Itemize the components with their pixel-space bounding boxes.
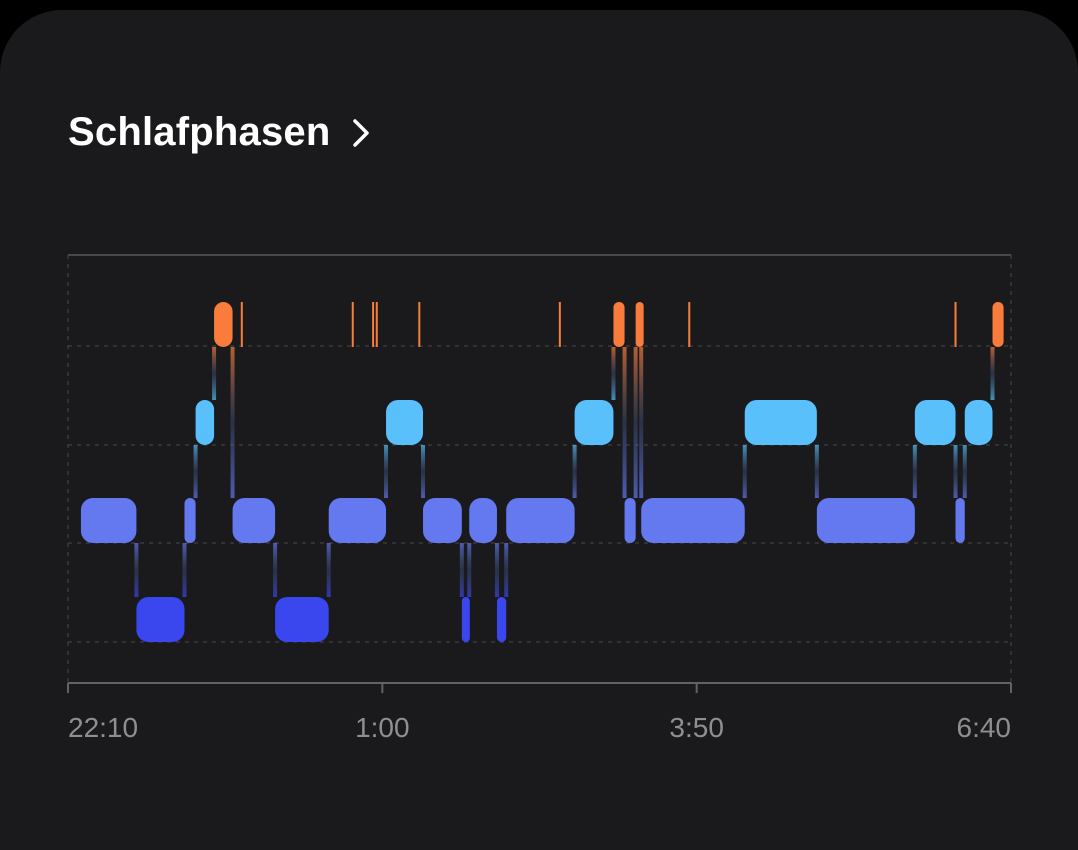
stage-transition (212, 347, 217, 400)
stage-segment (496, 597, 507, 642)
stage-segment (136, 597, 185, 642)
x-tick-label: 3:50 (669, 712, 724, 743)
stage-segment (955, 498, 965, 543)
stage-segment (744, 400, 817, 445)
stage-transition (962, 445, 967, 498)
awake-mark (558, 302, 561, 347)
stage-transition (421, 445, 426, 498)
stage-segment (80, 498, 137, 543)
awake-mark (372, 302, 375, 347)
x-tick-label: 22:10 (68, 712, 138, 743)
awake-mark (240, 302, 243, 347)
stage-segment (195, 400, 215, 445)
stage-transition (182, 543, 187, 597)
stage-transition (742, 445, 747, 498)
stage-transition (273, 543, 278, 597)
stage-segment (461, 597, 470, 642)
stage-transition (953, 445, 958, 498)
stage-transition (990, 347, 995, 400)
stage-transition (467, 543, 472, 597)
stage-segment (816, 498, 915, 543)
stage-segment (328, 498, 387, 543)
chevron-right-icon (353, 118, 370, 147)
stage-segment (232, 498, 276, 543)
stage-transition (814, 445, 819, 498)
stage-transition (504, 543, 509, 597)
stage-transition (193, 445, 198, 498)
stage-transition (912, 445, 917, 498)
stage-transition (230, 347, 235, 498)
stage-segment (275, 597, 329, 642)
stage-segment (635, 302, 644, 347)
x-tick-label: 6:40 (957, 712, 1012, 743)
stage-transition (633, 347, 638, 498)
awake-mark (418, 302, 421, 347)
sleep-stages-chart: 22:10 1:00 3:50 6:40 (67, 254, 1012, 743)
stage-segment (214, 302, 233, 347)
stage-transition (326, 543, 331, 597)
x-tick-label: 1:00 (355, 712, 410, 743)
stage-segment (574, 400, 614, 445)
stage-transition (622, 347, 627, 498)
stage-segment (641, 498, 745, 543)
stage-segment (914, 400, 956, 445)
awake-mark (954, 302, 957, 347)
sleep-stages-header-link[interactable]: Schlafphasen (68, 110, 370, 155)
stage-segment (506, 498, 575, 543)
stage-transition (459, 543, 464, 597)
awake-mark (688, 302, 691, 347)
stage-segment (624, 498, 636, 543)
card-title: Schlafphasen (68, 110, 331, 154)
stage-transition (384, 445, 389, 498)
stage-transition (134, 543, 139, 597)
stage-segment (992, 302, 1004, 347)
stage-segment (469, 498, 497, 543)
awake-mark (375, 302, 378, 347)
stage-segment (964, 400, 993, 445)
stage-segment (423, 498, 462, 543)
sleep-stages-card (0, 10, 1078, 850)
stage-segment (184, 498, 196, 543)
stage-transition (611, 347, 616, 400)
awake-mark (351, 302, 354, 347)
stage-segment (386, 400, 424, 445)
stage-transition (639, 347, 644, 498)
stage-segment (613, 302, 625, 347)
stage-transition (494, 543, 499, 597)
stage-transition (572, 445, 577, 498)
